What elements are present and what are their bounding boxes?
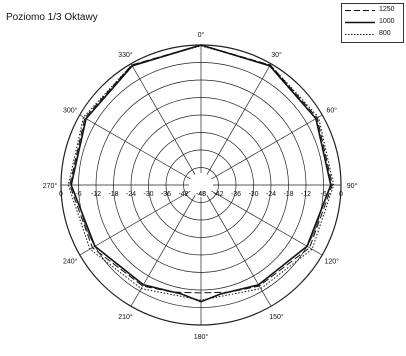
radial-tick-label: -42 <box>178 191 188 198</box>
angle-tick-label: 330° <box>118 51 133 59</box>
grid-spoke <box>211 190 323 256</box>
radial-tick-label: -24 <box>126 191 136 198</box>
angle-tick-label: 210° <box>118 313 133 321</box>
radial-tick-label: -12 <box>91 191 101 198</box>
legend-label: 1250 <box>379 6 395 13</box>
radial-tick-label: -36 <box>161 191 171 198</box>
grid-spoke <box>206 195 272 307</box>
radial-tick-label: -30 <box>143 191 153 198</box>
radial-tick-label: -48 <box>196 191 206 198</box>
radial-tick-label: -6 <box>320 191 326 198</box>
angle-tick-label: 270° <box>43 182 58 190</box>
angle-tick-label: 240° <box>63 258 78 266</box>
radial-tick-label: 0 <box>339 191 343 198</box>
radial-tick-label: -30 <box>248 191 258 198</box>
angle-tick-label: 0° <box>198 31 205 39</box>
angle-tick-label: 300° <box>63 107 78 115</box>
angle-tick-label: 90° <box>347 182 358 190</box>
series-line-1250 <box>69 44 333 294</box>
radial-tick-label: -36 <box>231 191 241 198</box>
legend-item-1000: 1000 <box>345 18 405 27</box>
angle-tick-label: 150° <box>269 313 284 321</box>
angle-tick-label: 30° <box>271 51 282 59</box>
radial-tick-label: -18 <box>108 191 118 198</box>
grid-spoke <box>206 63 272 175</box>
series-line-800 <box>67 45 335 301</box>
angle-tick-label: 60° <box>326 107 337 115</box>
angle-tick-label: 180° <box>194 333 209 341</box>
grid-spoke <box>211 114 323 180</box>
grid-spoke <box>130 195 196 307</box>
legend-label: 1000 <box>379 18 395 25</box>
grid-spoke <box>130 63 196 175</box>
legend-item-1250: 1250 <box>345 6 405 15</box>
legend-label: 800 <box>379 30 391 37</box>
radial-tick-label: -12 <box>301 191 311 198</box>
chart-title: Poziomo 1/3 Oktawy <box>6 12 98 23</box>
legend: 1250 1000 800 <box>341 3 404 43</box>
radial-tick-label: -24 <box>266 191 276 198</box>
series-line-1000 <box>70 44 332 303</box>
radial-tick-label: 0 <box>59 191 63 198</box>
radial-tick-label: -6 <box>75 191 81 198</box>
grid-spoke <box>79 190 191 256</box>
radial-tick-label: -48 <box>196 191 206 198</box>
angle-tick-label: 120° <box>325 258 340 266</box>
radial-tick-label: -42 <box>213 191 223 198</box>
grid-spoke <box>79 114 191 180</box>
legend-item-800: 800 <box>345 30 405 39</box>
radial-tick-label: -18 <box>283 191 293 198</box>
